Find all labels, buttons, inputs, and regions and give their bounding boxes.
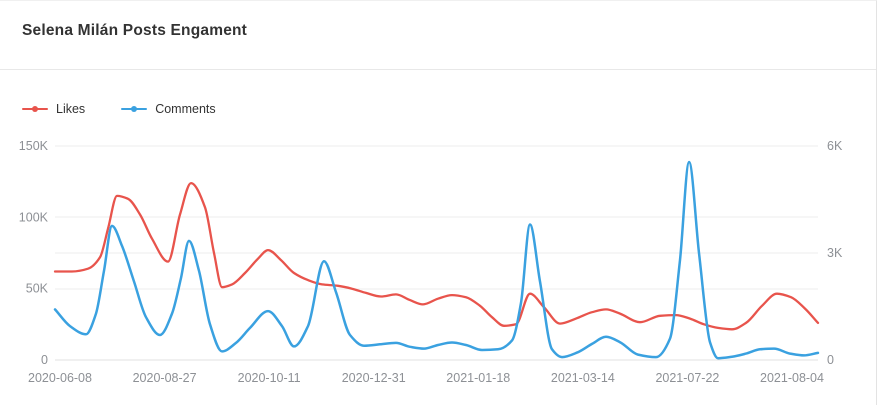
axis-tick-label: 3K: [827, 246, 843, 260]
legend-label-comments: Comments: [155, 102, 216, 116]
axis-tick-label: 0: [827, 353, 834, 367]
axis-tick-label: 2020-08-27: [133, 371, 197, 385]
comments-line-marker: [121, 106, 148, 112]
likes-line-marker: [22, 106, 48, 112]
axis-tick-label: 150K: [19, 139, 49, 153]
legend-label-likes: Likes: [56, 102, 86, 116]
likes-line[interactable]: [53, 181, 820, 331]
axis-tick-label: 6K: [827, 139, 843, 153]
axis-tick-label: 2021-03-14: [551, 371, 615, 385]
axis-tick-label: 2021-01-18: [446, 371, 510, 385]
chart-legend: Likes Comments: [22, 102, 252, 116]
card-header: Selena Milán Posts Engament: [0, 1, 876, 69]
axis-tick-label: 100K: [19, 210, 49, 224]
axis-tick-label: 2021-08-04: [760, 371, 824, 385]
axis-tick-label: 0: [41, 353, 48, 367]
axis-tick-label: 2020-12-31: [342, 371, 406, 385]
axis-tick-label: 2021-07-22: [655, 371, 719, 385]
legend-item-comments[interactable]: Comments: [121, 102, 216, 116]
header-divider: [0, 69, 876, 70]
gridlines: [55, 145, 818, 361]
comments-line[interactable]: [53, 160, 820, 360]
axis-tick-label: 2020-10-11: [238, 371, 301, 385]
axis-labels: 0 50K 100K 150K 0 3K 6K 2020-06-08 2020-08-27 202…: [19, 139, 843, 385]
axis-tick-label: 2020-06-08: [28, 371, 92, 385]
axis-tick-label: 50K: [26, 282, 49, 296]
page-title: Selena Milán Posts Engament: [22, 22, 248, 39]
legend-item-likes[interactable]: Likes: [22, 102, 85, 116]
